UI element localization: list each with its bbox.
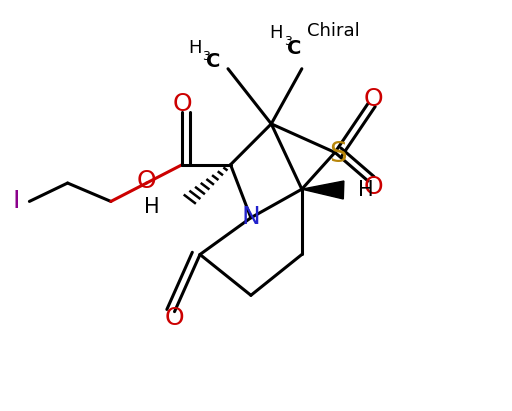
Polygon shape bbox=[302, 181, 344, 199]
Text: H: H bbox=[270, 24, 283, 42]
Text: O: O bbox=[364, 175, 383, 199]
Text: C: C bbox=[287, 39, 302, 58]
Text: O: O bbox=[173, 92, 192, 116]
Text: O: O bbox=[364, 88, 383, 111]
Text: 3: 3 bbox=[203, 51, 210, 63]
Text: S: S bbox=[329, 140, 346, 168]
Text: H: H bbox=[358, 180, 373, 200]
Text: I: I bbox=[13, 189, 20, 213]
Text: H: H bbox=[144, 197, 159, 217]
Text: C: C bbox=[205, 52, 220, 71]
Text: 3: 3 bbox=[284, 35, 292, 48]
Text: O: O bbox=[165, 306, 184, 330]
Text: N: N bbox=[242, 205, 260, 229]
Text: H: H bbox=[188, 39, 202, 57]
Text: O: O bbox=[137, 169, 156, 193]
Text: Chiral: Chiral bbox=[307, 22, 359, 40]
